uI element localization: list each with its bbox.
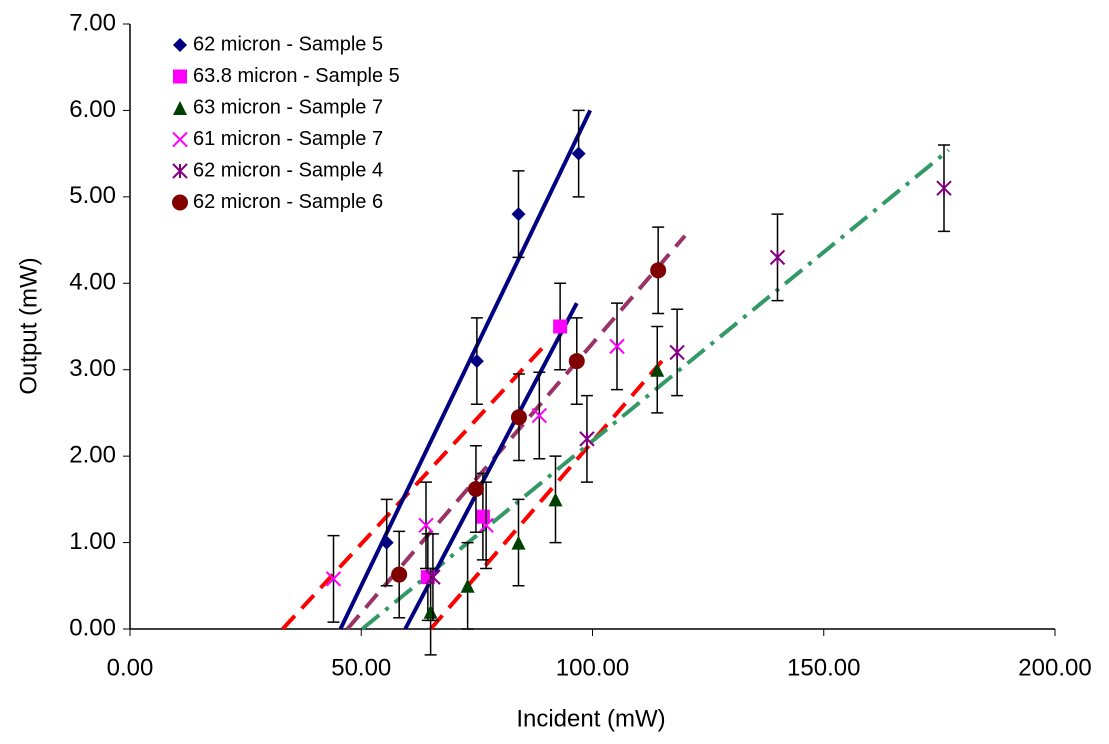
y-tick-label: 7.00 (69, 9, 116, 36)
marker (609, 338, 625, 355)
x-tick-label: 150.00 (787, 654, 860, 681)
marker-shape (469, 354, 484, 369)
marker-shape (650, 362, 665, 377)
legend-bg (168, 157, 468, 185)
marker (325, 571, 342, 587)
marker-shape (478, 517, 494, 533)
marker-shape (418, 517, 434, 533)
marker-shape (553, 319, 568, 334)
marker-shape (571, 146, 586, 161)
legend-bg (168, 188, 468, 217)
marker (511, 535, 526, 550)
marker (478, 517, 494, 533)
y-tick-label: 4.00 (69, 269, 116, 296)
marker (391, 566, 408, 583)
marker (650, 262, 667, 279)
y-tick-label: 3.00 (69, 355, 116, 382)
marker-shape (579, 431, 595, 447)
marker-shape (511, 207, 526, 222)
marker (579, 431, 595, 447)
x-tick-label: 200.00 (1018, 654, 1091, 681)
marker-shape (568, 353, 585, 370)
marker (173, 69, 187, 84)
marker (172, 194, 188, 211)
marker-shape (548, 492, 563, 507)
legend-bg (168, 125, 468, 154)
marker (531, 407, 548, 424)
marker (173, 38, 187, 52)
marker-shape (173, 101, 187, 115)
marker (172, 163, 188, 179)
marker (553, 319, 568, 334)
marker (548, 492, 563, 507)
marker (769, 249, 786, 266)
marker (173, 101, 187, 115)
x-tick-label: 100.00 (556, 654, 629, 681)
marker (936, 180, 952, 196)
marker-shape (172, 163, 188, 179)
marker (568, 353, 585, 370)
trend-line (281, 342, 548, 631)
marker-shape (172, 194, 188, 211)
marker (469, 354, 484, 369)
marker-shape (510, 409, 527, 426)
legend-label: 63.8 micron - Sample 5 (193, 65, 400, 87)
marker-shape (467, 480, 484, 497)
y-tick-label: 1.00 (69, 528, 116, 555)
marker (172, 131, 188, 148)
legend-label: 61 micron - Sample 7 (193, 128, 383, 150)
marker (571, 146, 586, 161)
y-tick-label: 2.00 (69, 441, 116, 468)
x-axis-label: Incident (mW) (516, 705, 665, 732)
marker-shape (769, 249, 786, 266)
marker (423, 604, 438, 619)
marker (460, 578, 475, 593)
marker (418, 517, 434, 533)
marker (467, 480, 484, 497)
marker-shape (511, 535, 526, 550)
marker-shape (669, 344, 685, 361)
marker-shape (936, 180, 952, 196)
legend-label: 62 micron - Sample 5 (193, 33, 383, 55)
marker-shape (531, 407, 548, 424)
legend-bg (168, 31, 468, 59)
x-tick-label: 0.00 (107, 654, 154, 681)
marker (511, 207, 526, 222)
trend-line (338, 109, 592, 630)
legend-bg (168, 62, 468, 91)
marker-shape (425, 569, 441, 585)
marker-shape (172, 131, 188, 148)
y-tick-label: 0.00 (69, 614, 116, 641)
marker-shape (391, 566, 408, 583)
marker-shape (379, 535, 394, 550)
marker-shape (460, 578, 475, 593)
marker (510, 409, 527, 426)
marker (669, 344, 685, 361)
y-axis-label: Output (mW) (15, 257, 42, 394)
marker-shape (173, 38, 187, 52)
marker-shape (650, 262, 667, 279)
y-tick-label: 6.00 (69, 96, 116, 123)
marker-shape (609, 338, 625, 355)
legend-bg (168, 94, 468, 122)
marker (379, 535, 394, 550)
marker (425, 569, 441, 585)
trend-line (345, 234, 687, 631)
marker-shape (325, 571, 342, 587)
marker-shape (423, 604, 438, 619)
y-tick-label: 5.00 (69, 182, 116, 209)
x-tick-label: 50.00 (331, 654, 391, 681)
marker (650, 362, 665, 377)
trend-line (360, 148, 950, 631)
legend-label: 62 micron - Sample 6 (193, 191, 383, 213)
marker-shape (173, 69, 187, 84)
legend-label: 63 micron - Sample 7 (193, 96, 383, 118)
legend-label: 62 micron - Sample 4 (193, 159, 383, 181)
